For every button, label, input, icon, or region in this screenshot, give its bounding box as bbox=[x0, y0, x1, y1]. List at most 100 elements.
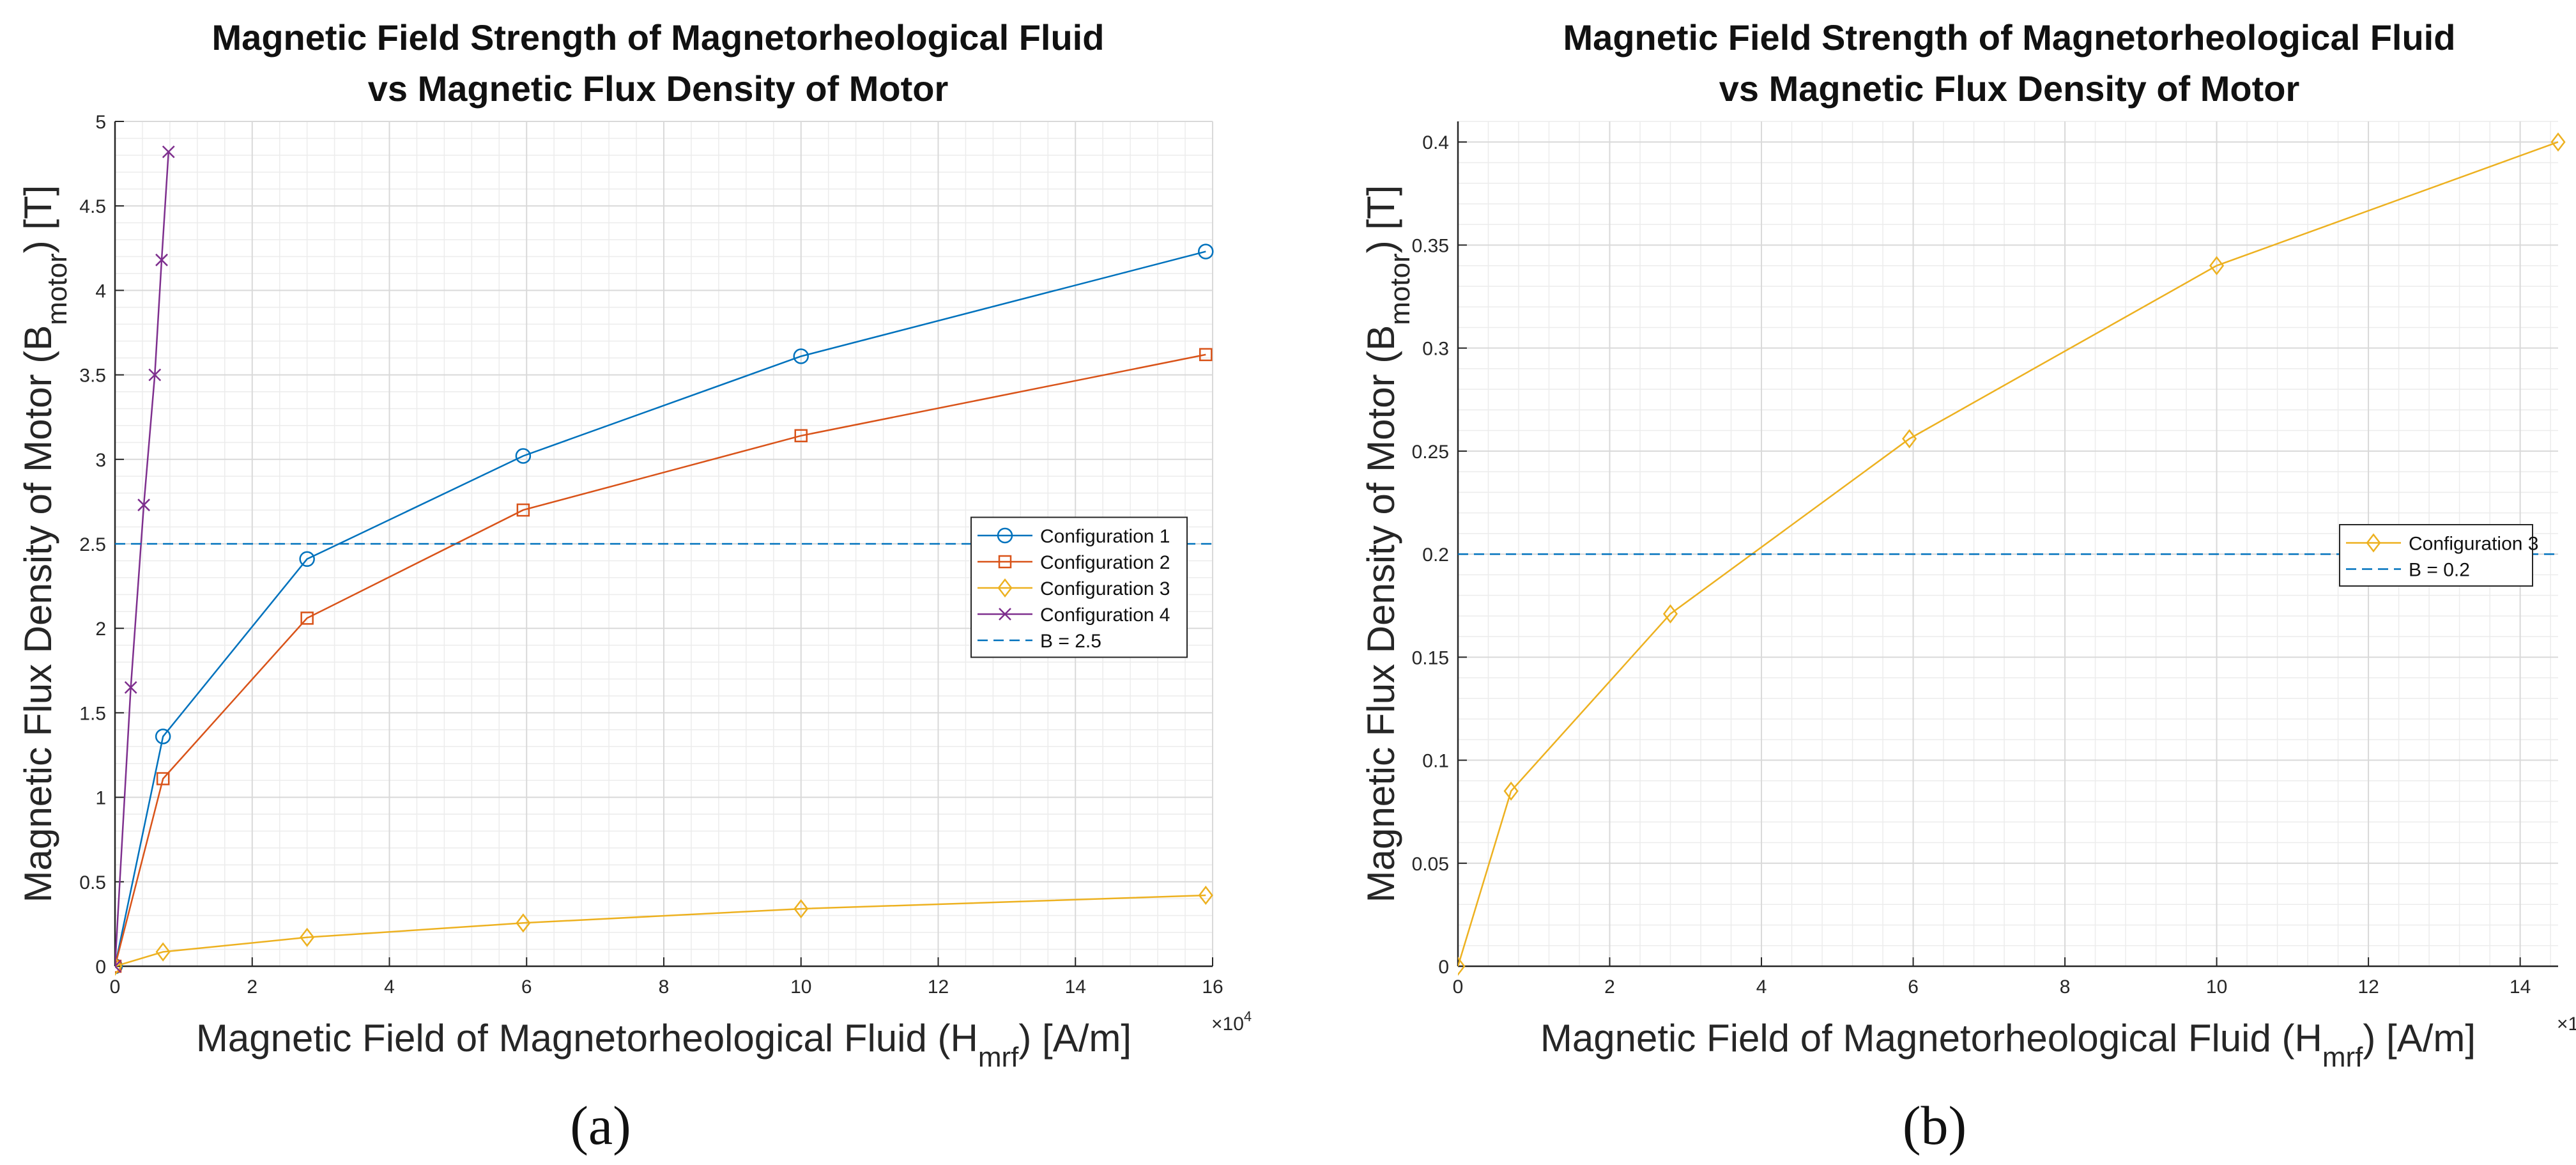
data-point-0-1 bbox=[1503, 781, 1519, 801]
data-point-0-5 bbox=[1198, 243, 1214, 259]
y-tick-label: 0.4 bbox=[1422, 132, 1449, 153]
panel-label: (a) bbox=[570, 1095, 631, 1156]
data-point-3-2 bbox=[137, 498, 150, 512]
y-tick-label: 0.35 bbox=[1412, 235, 1449, 256]
legend-label-4: B = 2.5 bbox=[1040, 631, 1101, 652]
data-point-0-5 bbox=[2550, 132, 2566, 152]
x-axis-label-tail: ) [A/m] bbox=[2363, 1017, 2476, 1060]
x-exponent-base: ×10 bbox=[2557, 1014, 2576, 1035]
x-axis-label-subscript: mrf bbox=[2322, 1042, 2363, 1073]
panel-label: (b) bbox=[1903, 1095, 1966, 1156]
legend-marker-0 bbox=[2366, 533, 2381, 553]
y-tick-label: 1 bbox=[95, 788, 106, 809]
chart-title-line: Magnetic Field Strength of Magnetorheolo… bbox=[1563, 17, 2456, 58]
x-tick-label: 2 bbox=[247, 976, 257, 998]
x-tick-label: 8 bbox=[659, 976, 670, 998]
y-axis-label-subscript: motor bbox=[42, 253, 73, 325]
data-point-3-0 bbox=[115, 960, 121, 973]
series-line-0 bbox=[115, 251, 1206, 967]
x-tick-label: 2 bbox=[1604, 976, 1615, 998]
data-point-3-1 bbox=[124, 681, 137, 694]
legend-marker-3 bbox=[999, 608, 1011, 621]
data-point-2-4 bbox=[793, 899, 809, 919]
data-point-3-5 bbox=[162, 145, 175, 158]
legend-marker-1 bbox=[998, 555, 1012, 569]
legend-box bbox=[2339, 524, 2533, 587]
data-point-2-5 bbox=[1198, 885, 1213, 906]
legend: Configuration 3 B = 0.2 bbox=[2339, 524, 2538, 587]
series-line-1 bbox=[115, 353, 1206, 967]
legend-label-1: Configuration 2 bbox=[1040, 552, 1170, 573]
data-point-1-3 bbox=[516, 503, 530, 517]
data-point-0-0 bbox=[1458, 956, 1466, 976]
x-axis-label: Magnetic Field of Magnetorheological Flu… bbox=[1540, 1017, 2476, 1073]
y-tick-label: 0.05 bbox=[1412, 854, 1449, 875]
data-point-2-0 bbox=[115, 956, 123, 976]
chart-title-line: vs Magnetic Flux Density of Motor bbox=[368, 68, 949, 109]
x-axis-label-tail: ) [A/m] bbox=[1018, 1017, 1131, 1060]
x-tick-label: 12 bbox=[928, 976, 949, 998]
data-point-1-4 bbox=[794, 429, 808, 443]
data-point-1-2 bbox=[300, 612, 314, 625]
chart-title-line: Magnetic Field Strength of Magnetorheolo… bbox=[212, 17, 1105, 58]
x-tick-label: 0 bbox=[1453, 976, 1464, 998]
series-layer bbox=[115, 145, 1214, 976]
legend: Configuration 1 Configuration 2 Configurat… bbox=[970, 516, 1188, 658]
data-point-1-5 bbox=[1199, 348, 1213, 362]
series-line-3 bbox=[115, 151, 170, 967]
data-point-0-4 bbox=[793, 348, 809, 364]
y-tick-label: 0.25 bbox=[1412, 442, 1449, 463]
x-axis-label-main: Magnetic Field of Magnetorheological Flu… bbox=[196, 1017, 978, 1060]
data-point-0-3 bbox=[515, 448, 532, 464]
x-tick-label: 10 bbox=[2206, 976, 2227, 998]
x-axis-label: Magnetic Field of Magnetorheological Flu… bbox=[196, 1017, 1131, 1073]
series-line-0 bbox=[1458, 141, 2559, 967]
chart-panel-b: 0 2 4 6 8 10 12 14 0 0.05 0.1 0.15 0.2 0.25 0.3 0.35 0.4… bbox=[1360, 17, 2576, 1156]
data-point-2-2 bbox=[300, 927, 315, 947]
y-tick-label: 0.5 bbox=[79, 872, 106, 893]
x-tick-label: 14 bbox=[2510, 976, 2531, 998]
data-point-0-3 bbox=[1902, 429, 1917, 449]
legend-label-0: Configuration 3 bbox=[2409, 534, 2538, 555]
x-tick-label: 10 bbox=[790, 976, 811, 998]
y-tick-label: 0.15 bbox=[1412, 647, 1449, 668]
y-tick-label: 3.5 bbox=[79, 366, 106, 387]
x-tick-label: 6 bbox=[1908, 976, 1919, 998]
x-tick-label: 0 bbox=[110, 976, 121, 998]
y-axis-label-tail: ) [T] bbox=[17, 185, 59, 254]
x-tick-label: 12 bbox=[2358, 976, 2379, 998]
legend-box bbox=[970, 516, 1188, 658]
legend-marker-2 bbox=[997, 578, 1013, 598]
x-axis-label-subscript: mrf bbox=[978, 1042, 1019, 1073]
y-axis-label: Magnetic Flux Density of Motor (Bmotor) … bbox=[1360, 185, 1416, 903]
y-tick-label: 1.5 bbox=[79, 703, 106, 724]
legend-label-0: Configuration 1 bbox=[1040, 526, 1170, 547]
data-point-2-3 bbox=[516, 913, 531, 933]
legend-label-1: B = 0.2 bbox=[2409, 560, 2470, 581]
y-tick-label: 0.1 bbox=[1422, 751, 1449, 772]
data-point-0-1 bbox=[155, 729, 171, 745]
legend-marker-0 bbox=[997, 527, 1013, 544]
y-tick-label: 5 bbox=[95, 112, 106, 133]
chart-title-line: vs Magnetic Flux Density of Motor bbox=[1719, 68, 2300, 109]
x-tick-label: 6 bbox=[521, 976, 532, 998]
y-tick-label: 4.5 bbox=[79, 196, 106, 217]
data-point-1-1 bbox=[156, 772, 170, 785]
y-tick-label: 4 bbox=[95, 281, 106, 302]
data-point-0-2 bbox=[299, 551, 315, 567]
y-axis-label-main: Magnetic Flux Density of Motor (B bbox=[17, 325, 59, 903]
series-line-2 bbox=[115, 894, 1206, 968]
y-axis-label-main: Magnetic Flux Density of Motor (B bbox=[1360, 325, 1402, 903]
x-tick-label: 4 bbox=[1756, 976, 1767, 998]
y-axis-label-tail: ) [T] bbox=[1360, 185, 1402, 254]
y-axis-label: Magnetic Flux Density of Motor (Bmotor) … bbox=[17, 185, 73, 903]
x-tick-label: 8 bbox=[2060, 976, 2071, 998]
y-tick-label: 2.5 bbox=[79, 534, 106, 555]
data-point-2-1 bbox=[155, 942, 171, 962]
x-exponent-label: ×104 bbox=[1211, 1008, 1252, 1035]
data-point-0-4 bbox=[2209, 256, 2225, 275]
y-tick-label: 0.2 bbox=[1422, 544, 1449, 566]
y-tick-label: 2 bbox=[95, 619, 106, 640]
y-axis-label-subscript: motor bbox=[1384, 253, 1416, 325]
